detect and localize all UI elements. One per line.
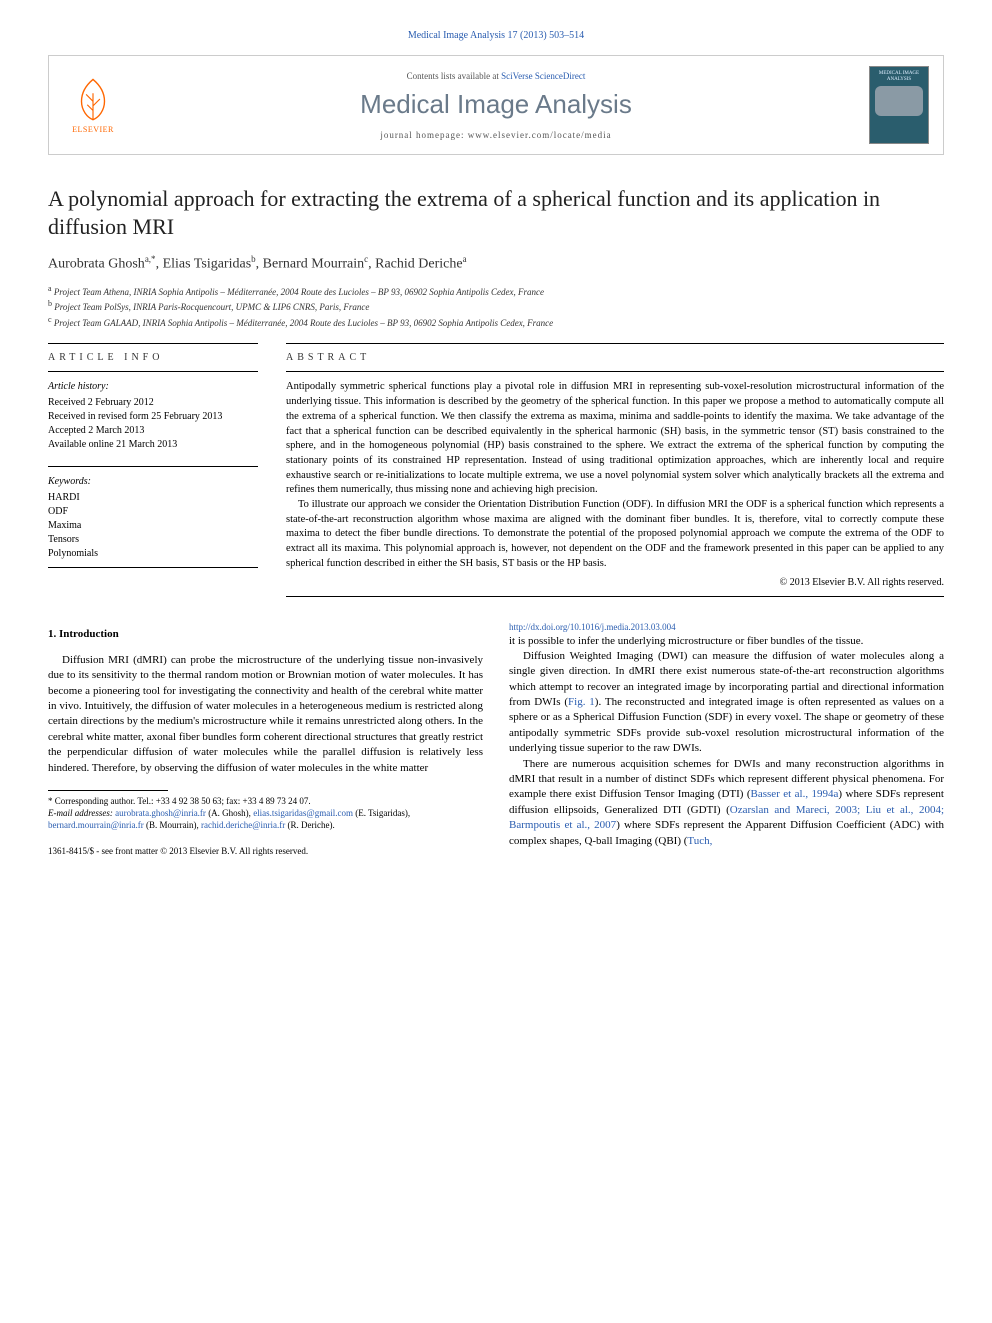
history-head: Article history: <box>48 380 258 394</box>
email-name: (B. Mourrain), <box>144 820 201 830</box>
abstract-block: ABSTRACT Antipodally symmetric spherical… <box>286 343 944 597</box>
affil-text: Project Team Athena, INRIA Sophia Antipo… <box>54 287 544 297</box>
homepage-prefix: journal homepage: <box>380 130 467 140</box>
history-online: Available online 21 March 2013 <box>48 438 258 452</box>
keyword: Polynomials <box>48 547 258 561</box>
contents-prefix: Contents lists available at <box>407 71 501 81</box>
running-head: Medical Image Analysis 17 (2013) 503–514 <box>48 30 944 41</box>
elsevier-tree-icon <box>70 76 116 122</box>
email-addresses-label: E-mail addresses: <box>48 808 113 818</box>
affiliation: c Project Team GALAAD, INRIA Sophia Anti… <box>48 314 944 330</box>
body-paragraph: There are numerous acquisition schemes f… <box>509 757 944 849</box>
citation-link[interactable]: Basser et al., 1994a <box>751 788 839 800</box>
article-info-block: ARTICLE INFO Article history: Received 2… <box>48 343 258 597</box>
author-email-link[interactable]: aurobrata.ghosh@inria.fr <box>115 808 206 818</box>
sciencedirect-link[interactable]: SciVerse ScienceDirect <box>501 71 585 81</box>
cover-thumb-title: MEDICAL IMAGE ANALYSIS <box>874 71 924 82</box>
affiliations: a Project Team Athena, INRIA Sophia Anti… <box>48 283 944 330</box>
affil-mark: a <box>48 284 52 293</box>
author-name: Rachid Deriche <box>375 257 462 272</box>
author-mark: c <box>364 254 368 264</box>
affiliation: b Project Team PolSys, INRIA Paris-Rocqu… <box>48 298 944 314</box>
homepage-url: www.elsevier.com/locate/media <box>468 130 612 140</box>
body-two-column: 1. Introduction Diffusion MRI (dMRI) can… <box>48 621 944 857</box>
affil-mark: c <box>48 315 52 324</box>
body-paragraph: Diffusion Weighted Imaging (DWI) can mea… <box>509 649 944 757</box>
masthead-center: Contents lists available at SciVerse Sci… <box>139 71 853 140</box>
abstract-text: Antipodally symmetric spherical function… <box>286 371 944 571</box>
body-paragraph: it is possible to infer the underlying m… <box>509 634 944 649</box>
issn-line: 1361-8415/$ - see front matter © 2013 El… <box>48 845 483 857</box>
history-accepted: Accepted 2 March 2013 <box>48 424 258 438</box>
affiliation: a Project Team Athena, INRIA Sophia Anti… <box>48 283 944 299</box>
email-name: (A. Ghosh), <box>206 808 253 818</box>
citation-link[interactable]: Tuch, <box>687 835 712 847</box>
corr-star: * <box>48 796 53 806</box>
abstract-heading: ABSTRACT <box>286 343 944 363</box>
history-received: Received 2 February 2012 <box>48 396 258 410</box>
author-name: Elias Tsigaridas <box>163 257 252 272</box>
author-email-link[interactable]: elias.tsigaridas@gmail.com <box>253 808 353 818</box>
section-heading: 1. Introduction <box>48 627 483 642</box>
author-name: Bernard Mourrain <box>263 257 364 272</box>
article-title: A polynomial approach for extracting the… <box>48 185 944 240</box>
author-email-link[interactable]: bernard.mourrain@inria.fr <box>48 820 144 830</box>
keyword: Maxima <box>48 519 258 533</box>
keywords-head: Keywords: <box>48 475 258 489</box>
email-name: (E. Tsigaridas), <box>353 808 410 818</box>
footnote-rule <box>48 790 168 791</box>
keyword: Tensors <box>48 533 258 547</box>
author-mark: a <box>463 254 467 264</box>
body-paragraph: Diffusion MRI (dMRI) can probe the micro… <box>48 653 483 776</box>
elsevier-logo: ELSEVIER <box>63 70 123 140</box>
journal-name: Medical Image Analysis <box>139 89 853 120</box>
article-history: Article history: Received 2 February 201… <box>48 371 258 452</box>
doi-link[interactable]: http://dx.doi.org/10.1016/j.media.2013.0… <box>509 622 676 632</box>
author-email-link[interactable]: rachid.deriche@inria.fr <box>201 820 285 830</box>
corresponding-author-footnote: * Corresponding author. Tel.: +33 4 92 3… <box>48 795 483 831</box>
corr-label: Corresponding author. Tel.: +33 4 92 38 … <box>55 796 311 806</box>
cover-thumb-image <box>875 86 923 116</box>
keyword: HARDI <box>48 491 258 505</box>
contents-available-line: Contents lists available at SciVerse Sci… <box>139 71 853 81</box>
article-info-heading: ARTICLE INFO <box>48 343 258 363</box>
abstract-p1: Antipodally symmetric spherical function… <box>286 380 944 498</box>
abstract-copyright: © 2013 Elsevier B.V. All rights reserved… <box>286 577 944 597</box>
journal-masthead: ELSEVIER Contents lists available at Sci… <box>48 55 944 155</box>
keywords-block: Keywords: HARDI ODF Maxima Tensors Polyn… <box>48 466 258 568</box>
journal-cover-thumbnail: MEDICAL IMAGE ANALYSIS <box>869 66 929 144</box>
author-name: Aurobrata Ghosh <box>48 257 145 272</box>
keyword: ODF <box>48 505 258 519</box>
affil-text: Project Team PolSys, INRIA Paris-Rocquen… <box>54 302 369 312</box>
email-name: (R. Deriche). <box>285 820 334 830</box>
history-revised: Received in revised form 25 February 201… <box>48 410 258 424</box>
journal-homepage-line: journal homepage: www.elsevier.com/locat… <box>139 130 853 140</box>
author-mark: a,* <box>145 254 156 264</box>
affil-mark: b <box>48 299 52 308</box>
figure-ref-link[interactable]: Fig. 1 <box>568 696 595 708</box>
abstract-p2: To illustrate our approach we consider t… <box>286 498 944 571</box>
author-mark: b <box>251 254 256 264</box>
authors-line: Aurobrata Ghosha,*, Elias Tsigaridasb, B… <box>48 254 944 273</box>
affil-text: Project Team GALAAD, INRIA Sophia Antipo… <box>54 318 553 328</box>
elsevier-label: ELSEVIER <box>72 125 114 134</box>
